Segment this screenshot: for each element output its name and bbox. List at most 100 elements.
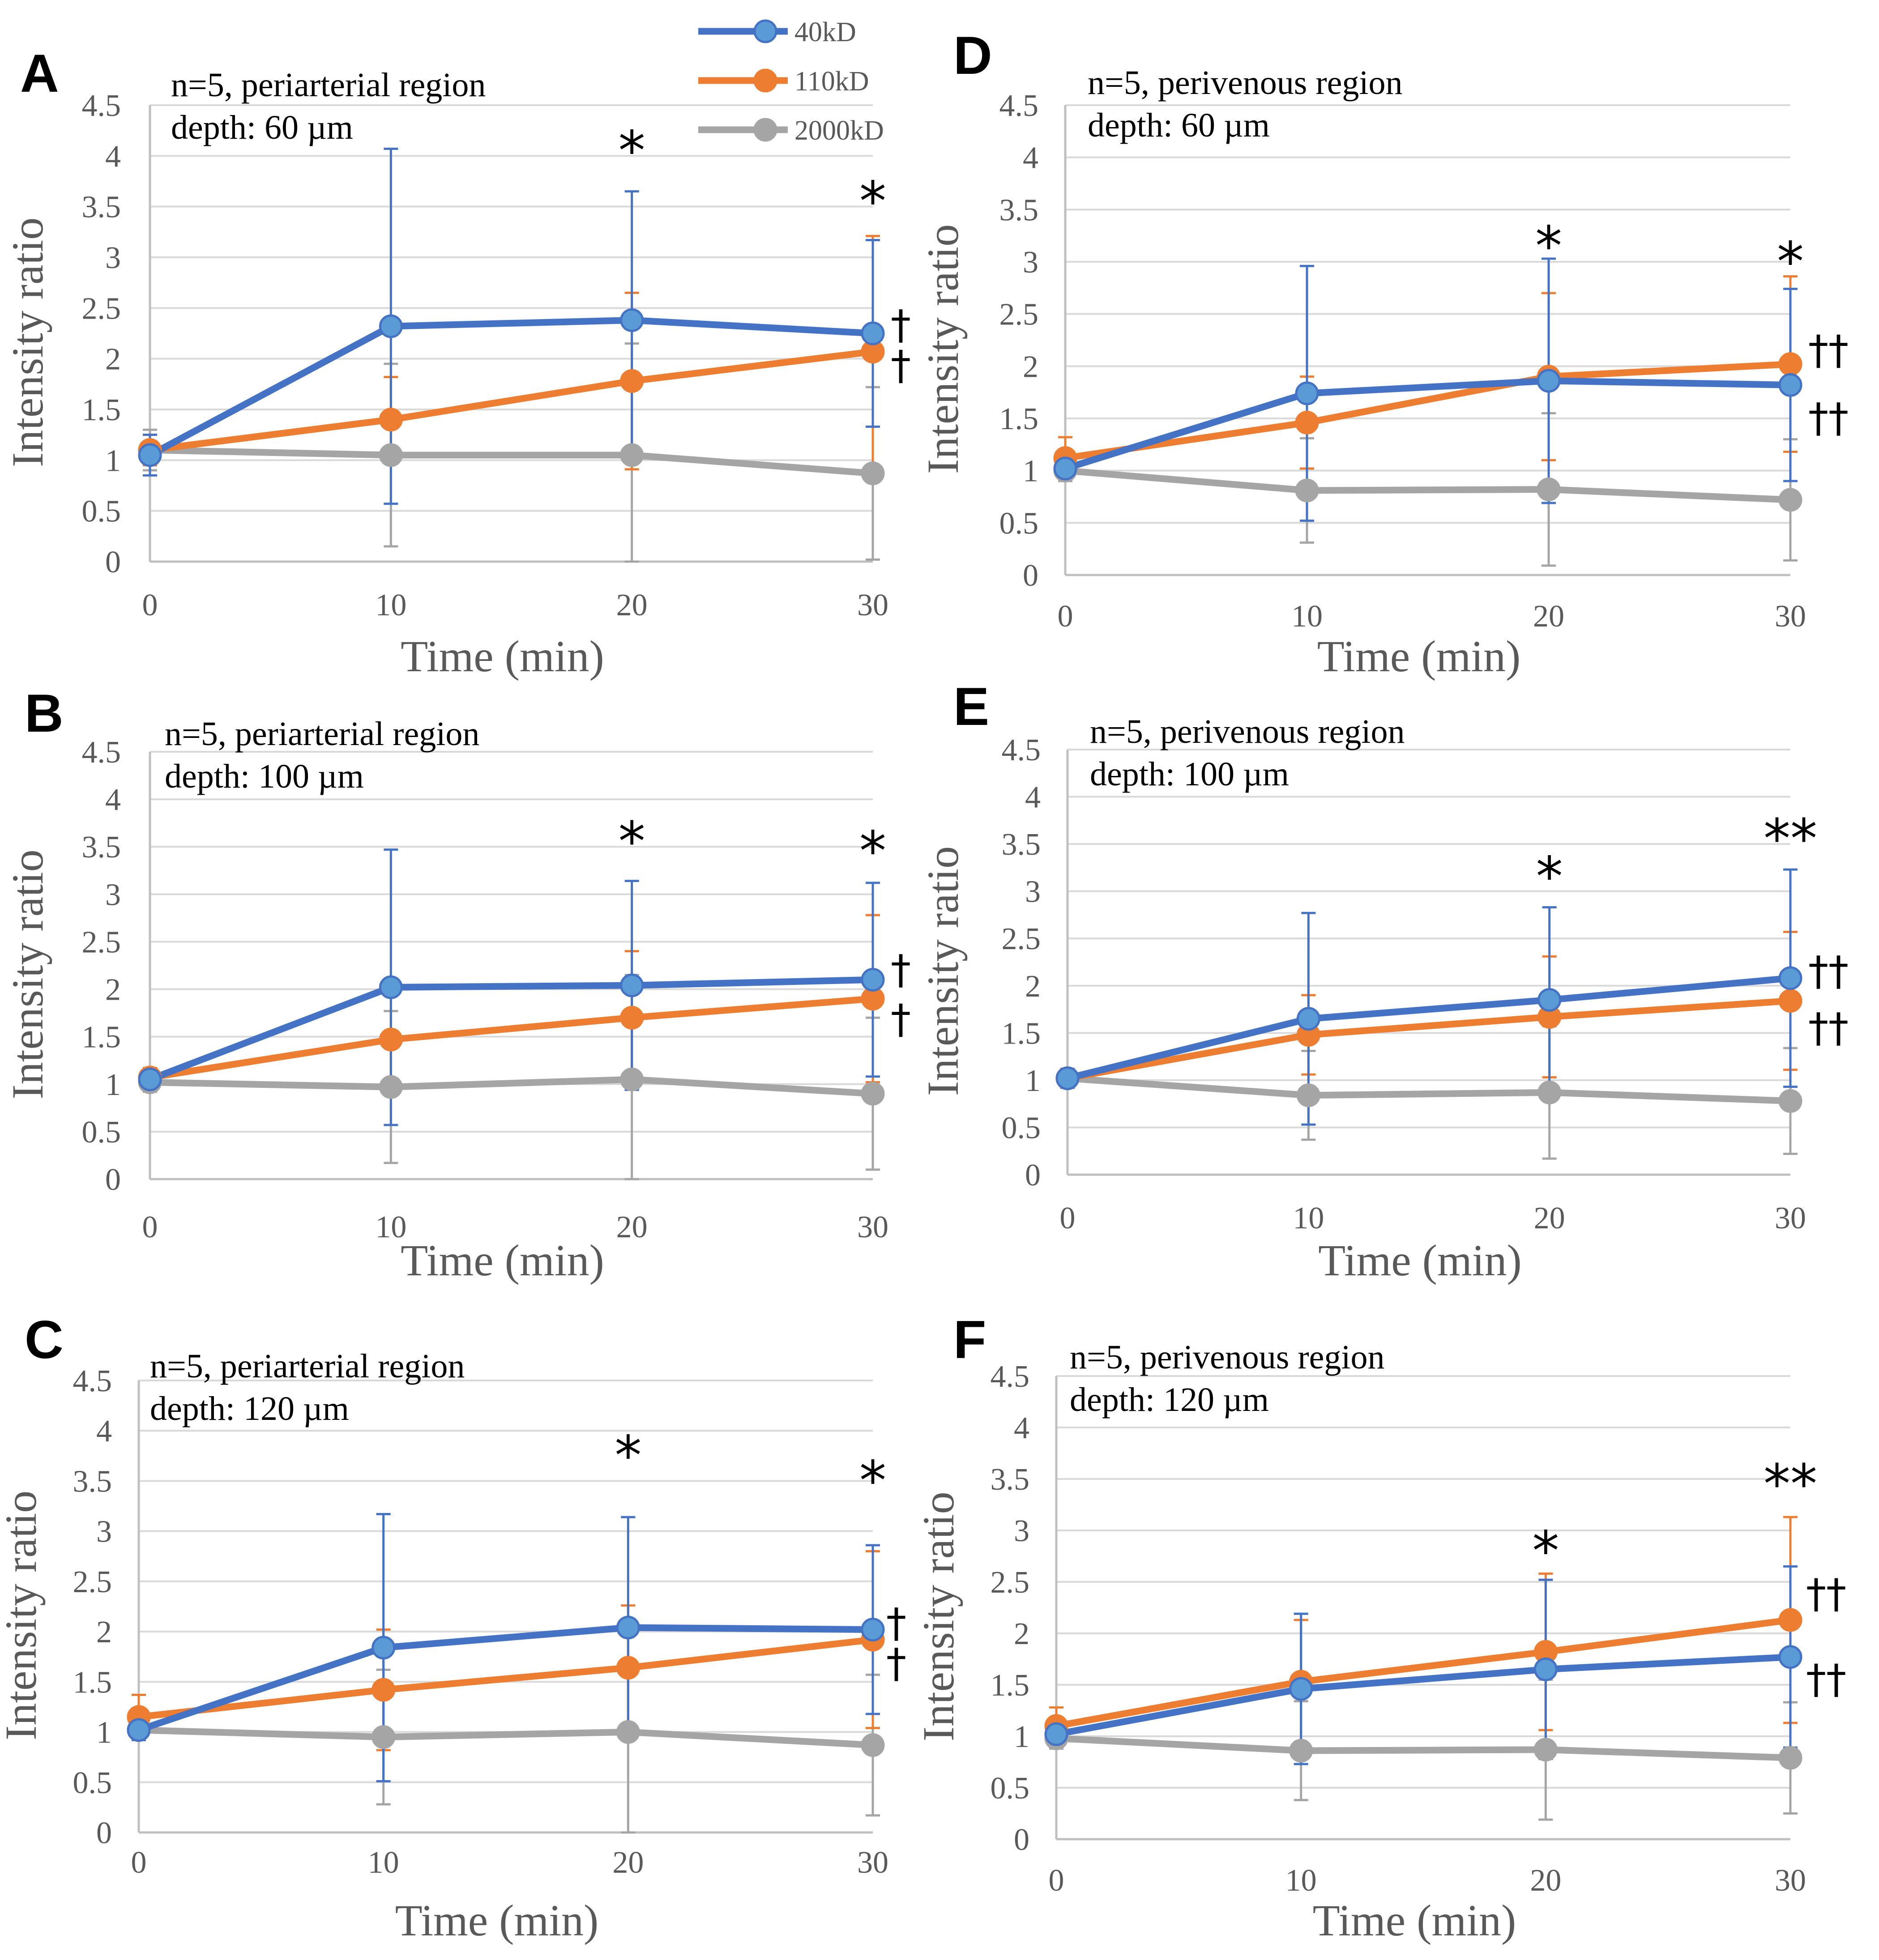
x-axis-title: Time (min) [395,1896,599,1945]
series-line-40kd [1067,975,1791,1082]
data-point-2000kd [1778,1089,1802,1113]
significance-dagger: † [886,1640,906,1687]
panel-letter: D [953,26,992,85]
y-tick-label: 1.5 [999,402,1039,436]
data-point-110kd [1778,989,1802,1013]
x-tick-label: 10 [1293,1201,1324,1236]
y-tick-label: 2 [1023,349,1038,384]
y-axis-title: Intensity ratio [3,849,52,1099]
y-tick-label: 1 [105,1068,121,1102]
y-tick-label: 0.5 [1002,1111,1041,1145]
data-point-40kd [861,967,885,992]
panel-annotation-line: n=5, periarterial region [171,66,486,104]
data-point-40kd [372,1636,396,1660]
y-tick-label: 1 [1023,454,1038,489]
data-point-40kd [379,314,403,338]
y-tick-label: 2 [105,973,121,1007]
data-point-2000kd [379,1075,403,1099]
series-line-40kd [137,1624,873,1734]
series-line-2000kd [1065,467,1791,503]
y-tick-label: 4.5 [1002,733,1041,767]
y-tick-label: 4 [1014,1411,1029,1445]
data-point-40kd [1295,381,1319,405]
y-tick-label: 2.5 [1002,922,1041,956]
y-tick-label: 3.5 [1002,827,1041,862]
panel-annotation-line: n=5, periarterial region [150,1347,465,1385]
x-tick-label: 10 [1291,599,1323,634]
data-point-2000kd [861,1082,885,1106]
y-tick-label: 0 [1014,1823,1029,1857]
y-tick-label: 4 [1023,141,1038,175]
series-line-110kd [1067,997,1791,1082]
y-tick-label: 2.5 [999,298,1039,332]
data-point-2000kd [1537,1080,1562,1104]
x-tick-label: 30 [1775,1863,1806,1898]
significance-star: * [859,171,886,233]
data-point-2000kd [861,1733,885,1757]
x-axis-title: Time (min) [401,1236,604,1285]
x-tick-label: 10 [375,588,406,622]
y-tick-label: 2.5 [73,1565,112,1599]
panel-letter: C [25,1310,64,1370]
y-tick-label: 0.5 [82,494,121,529]
x-tick-label: 30 [857,1210,888,1244]
data-point-110kd [620,1006,644,1030]
panel-letter: B [25,683,64,743]
data-point-110kd [616,1656,640,1680]
significance-star: ** [1764,808,1817,870]
y-tick-label: 0 [1023,558,1038,593]
y-tick-label: 0 [105,1163,121,1197]
panel-annotation-line: n=5, perivenous region [1088,64,1402,102]
significance-star: ** [1764,1453,1817,1516]
y-tick-label: 2 [1025,969,1041,1004]
series-line-110kd [1064,361,1791,462]
data-point-40kd [861,1618,885,1642]
y-tick-label: 3.5 [82,830,121,865]
y-axis-title: Intensity ratio [918,846,968,1096]
x-tick-label: 0 [131,1845,147,1880]
data-point-2000kd [1778,488,1802,512]
series-line-40kd [149,976,873,1083]
significance-dagger: † [886,1600,906,1647]
x-tick-label: 0 [1049,1863,1064,1898]
panel-annotation-line: depth: 60 µm [171,109,353,146]
x-tick-label: 20 [612,1845,644,1880]
data-point-110kd [1778,352,1802,376]
x-tick-label: 10 [1285,1863,1317,1898]
legend-label: 2000kD [794,115,884,146]
significance-star: * [1532,1521,1559,1583]
data-point-110kd [379,1027,403,1052]
data-point-2000kd [861,461,885,486]
data-point-40kd [138,443,162,467]
data-point-2000kd [1295,478,1319,503]
data-point-2000kd [620,443,644,467]
data-point-110kd [379,408,403,432]
legend: 40kD 110kD 2000kD [698,17,884,146]
y-tick-label: 3 [96,1515,112,1549]
y-tick-label: 3 [105,878,121,912]
panel-annotation-line: n=5, perivenous region [1070,1338,1384,1376]
x-axis-title: Time (min) [1317,631,1521,681]
x-axis-title: Time (min) [1313,1896,1516,1945]
series-line-110kd [1055,1616,1791,1730]
data-point-40kd [1537,369,1561,393]
y-tick-label: 4 [1025,780,1041,815]
x-tick-label: 30 [1775,599,1806,634]
panel-e: 0 0.5 1 1.5 2 2.5 3 3.5 4 4.5 0 10 20 30 Time (min) Int… [918,677,1849,1285]
x-axis-title: Time (min) [1318,1236,1522,1285]
panel-annotation-line: n=5, periarterial region [165,715,479,753]
legend-label: 110kD [794,66,869,97]
data-point-40kd [1055,1066,1080,1091]
significance-star: * [619,811,645,873]
data-point-2000kd [1289,1738,1313,1763]
significance-star: * [1535,216,1562,278]
panel-annotation-line: depth: 60 µm [1088,107,1270,144]
y-tick-label: 3 [1023,245,1038,280]
data-point-40kd [861,321,885,345]
panel-letter: E [953,677,989,737]
data-point-40kd [1778,966,1802,990]
series-line-110kd [149,995,873,1081]
y-tick-label: 2.5 [991,1565,1030,1600]
y-tick-label: 3.5 [82,190,121,225]
series-line-2000kd [149,447,873,477]
